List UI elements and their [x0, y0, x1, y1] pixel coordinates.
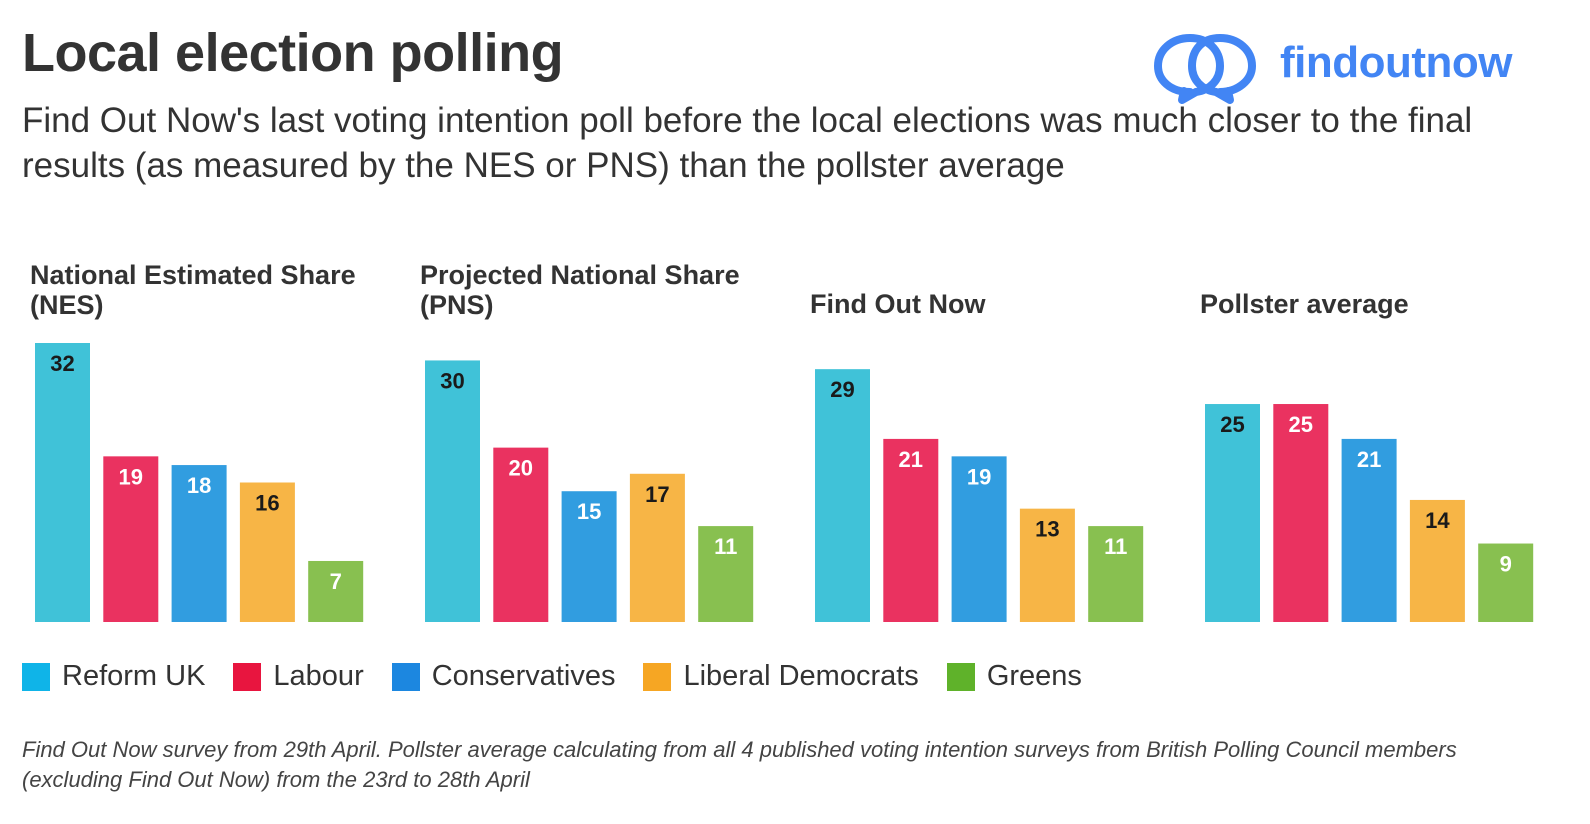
- legend-item-greens: Greens: [946, 660, 1082, 693]
- bar-reform-uk: [815, 369, 870, 622]
- bar-value-label: 18: [187, 473, 211, 498]
- legend: Reform UK Labour Conservatives Liberal D…: [22, 660, 1110, 693]
- bar-value-label: 25: [1220, 412, 1244, 437]
- legend-label: Liberal Democrats: [683, 660, 919, 692]
- bar-value-label: 11: [714, 534, 737, 559]
- bar-greens: [698, 526, 754, 622]
- logo-wordmark: findoutnow: [1280, 38, 1513, 87]
- bar-liberal-democrats: [239, 482, 295, 622]
- panel-title: Projected National Share (PNS): [420, 260, 740, 320]
- bar-labour: [103, 456, 159, 622]
- panel-title: National Estimated Share (NES): [30, 260, 356, 320]
- bar-conservatives: [951, 456, 1007, 622]
- bar-chart-find-out-now: 29 21 19 13 11: [815, 369, 1144, 622]
- bar-liberal-democrats: [1019, 508, 1075, 622]
- legend-item-labour: Labour: [233, 660, 364, 693]
- chart-subtitle: Find Out Now's last voting intention pol…: [22, 101, 1473, 185]
- bar-labour: [1273, 404, 1329, 622]
- bar-greens: [308, 560, 364, 622]
- bar-reform-uk: [1205, 404, 1260, 622]
- bar-liberal-democrats: [1409, 499, 1465, 622]
- bar-value-label: 32: [50, 351, 74, 376]
- bar-value-label: 29: [830, 377, 854, 402]
- bar-labour: [493, 447, 549, 622]
- panel-title: Pollster average: [1200, 289, 1409, 319]
- bar-value-label: 7: [330, 569, 342, 594]
- panel-find-out-now: Find Out Now 29 21 19 13 11: [802, 260, 1162, 625]
- bar-greens: [1088, 526, 1144, 622]
- legend-item-reform-uk: Reform UK: [22, 660, 205, 693]
- bar-conservatives: [171, 465, 227, 622]
- legend-swatch: [391, 662, 420, 691]
- chart-title: Local election polling: [22, 23, 564, 83]
- findoutnow-logo: findoutnow: [1152, 30, 1552, 110]
- bar-value-label: 20: [509, 456, 533, 481]
- bar-value-label: 21: [899, 447, 923, 472]
- panel-pns: Projected National Share (PNS) 30 20 15 17 1…: [412, 260, 772, 625]
- legend-item-liberal-democrats: Liberal Democrats: [643, 660, 919, 693]
- legend-swatch: [946, 662, 975, 691]
- linked-rings-icon: [1154, 34, 1256, 104]
- bar-value-label: 16: [255, 491, 279, 516]
- bar-greens: [1478, 543, 1534, 622]
- bar-labour: [883, 438, 939, 622]
- bar-conservatives: [1341, 438, 1397, 622]
- legend-label: Labour: [273, 660, 364, 692]
- bar-value-label: 9: [1500, 552, 1512, 577]
- bar-value-label: 17: [645, 482, 669, 507]
- panel-title: Find Out Now: [810, 289, 986, 319]
- bar-value-label: 30: [440, 368, 464, 393]
- bar-value-label: 19: [119, 464, 143, 489]
- panel-nes: National Estimated Share (NES) 32 19 18 16 7: [22, 260, 382, 625]
- legend-swatch: [22, 662, 50, 691]
- legend-swatch: [233, 662, 262, 691]
- bar-value-label: 25: [1289, 412, 1313, 437]
- bar-chart-nes: 32 19 18 16 7: [35, 343, 364, 622]
- bar-value-label: 15: [577, 499, 601, 524]
- legend-label: Reform UK: [62, 660, 206, 692]
- bar-value-label: 13: [1035, 517, 1059, 542]
- bar-value-label: 19: [967, 464, 991, 489]
- legend-label: Greens: [986, 660, 1082, 692]
- footnote: Find Out Now survey from 29th April. Pol…: [22, 737, 1457, 792]
- bar-reform-uk: [35, 343, 90, 622]
- legend-item-conservatives: Conservatives: [391, 660, 616, 693]
- bar-value-label: 11: [1104, 534, 1127, 559]
- legend-swatch: [643, 662, 672, 691]
- bar-liberal-democrats: [629, 473, 685, 622]
- legend-label: Conservatives: [431, 660, 616, 692]
- bar-chart-pns: 30 20 15 17 11: [425, 360, 754, 622]
- bar-conservatives: [561, 491, 617, 622]
- bar-value-label: 21: [1357, 447, 1381, 472]
- bar-reform-uk: [425, 360, 480, 622]
- panel-pollster-average: Pollster average 25 25 21 14 9: [1192, 260, 1552, 625]
- bar-chart-pollster-average: 25 25 21 14 9: [1205, 404, 1534, 622]
- bar-value-label: 14: [1425, 508, 1450, 533]
